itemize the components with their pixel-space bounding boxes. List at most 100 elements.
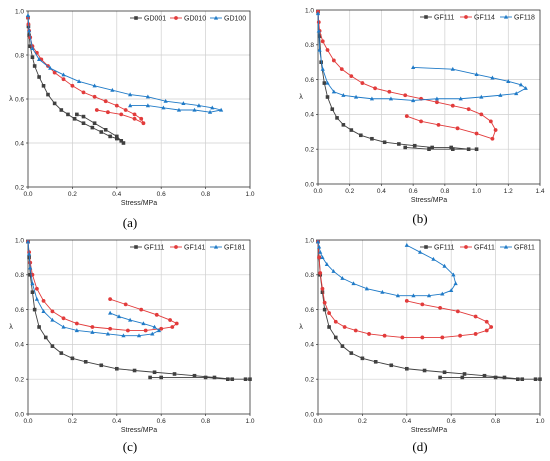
data-point [482, 373, 487, 378]
data-point [382, 333, 387, 338]
y-tick-label: 1.0 [15, 8, 24, 15]
data-point [25, 13, 31, 17]
data-point [373, 360, 378, 364]
data-point [320, 286, 325, 291]
data-point [450, 66, 455, 71]
series-line [317, 241, 492, 338]
data-point [141, 321, 146, 326]
data-point [360, 356, 365, 361]
data-point [59, 108, 64, 112]
data-point [373, 86, 377, 91]
y-tick-label: 0.2 [15, 184, 24, 191]
data-point [474, 131, 479, 136]
y-tick-label: 0.2 [305, 377, 314, 384]
data-point [28, 44, 33, 48]
series-GD100 [25, 13, 224, 114]
data-point [128, 103, 133, 108]
data-point [83, 360, 88, 364]
data-point [484, 328, 489, 333]
data-point [493, 128, 498, 132]
data-point [92, 121, 97, 125]
data-point [41, 309, 46, 313]
x-tick-label: 0.0 [313, 418, 322, 425]
y-tick-label: 0.2 [15, 377, 24, 384]
data-point [333, 335, 338, 340]
data-point [119, 112, 124, 117]
chart-panel-a: 0.0 0.2 0.4 0.6 0.8 1.00.20.40.60.81.0Stress/… [9, 8, 255, 230]
series-GD001 [26, 15, 126, 145]
series-line [27, 241, 250, 380]
data-point [210, 105, 215, 110]
y-tick-label: 0.6 [15, 96, 24, 103]
x-tick-label: 0.4 [402, 418, 411, 425]
series-GF111 [26, 239, 252, 381]
data-point [349, 128, 354, 132]
data-point [32, 307, 37, 312]
x-tick-label: 0.0 [23, 191, 32, 198]
data-point [331, 269, 336, 273]
data-point [139, 116, 144, 121]
data-point [32, 64, 37, 68]
legend-label: GF411 [474, 244, 495, 251]
data-point [92, 83, 97, 88]
data-point [440, 335, 445, 340]
data-point [419, 119, 423, 124]
legend-marker [424, 245, 428, 249]
series-GF181 [25, 239, 162, 338]
data-point [462, 372, 467, 376]
data-point [163, 98, 168, 103]
data-point [325, 48, 330, 52]
legend-marker [503, 14, 509, 19]
data-point [46, 92, 50, 97]
data-point [141, 121, 146, 126]
y-tick-label: 0.0 [15, 411, 24, 418]
y-tick-label: 0.6 [305, 307, 314, 314]
data-point [108, 134, 112, 139]
series-GF111 [316, 9, 479, 151]
data-point [369, 96, 375, 101]
panel-label: (c) [123, 439, 137, 454]
data-point [322, 307, 327, 312]
data-point [108, 297, 113, 302]
data-point [340, 344, 345, 348]
series-GD010 [26, 15, 146, 126]
data-point [484, 319, 489, 324]
data-point [395, 293, 401, 298]
data-point [81, 114, 86, 119]
data-point [411, 98, 416, 103]
data-point [518, 82, 524, 87]
data-point [150, 331, 155, 336]
data-point [172, 372, 177, 376]
data-point [474, 72, 479, 76]
data-point [388, 96, 394, 101]
data-point [50, 344, 55, 348]
legend-label: GF111 [144, 244, 164, 251]
data-point [70, 356, 75, 361]
data-point [331, 89, 336, 94]
data-point [30, 55, 35, 59]
data-point [61, 316, 66, 321]
series-line [317, 13, 527, 101]
data-point [123, 108, 128, 112]
data-point [103, 99, 108, 104]
data-point [154, 312, 159, 317]
legend-marker [464, 15, 468, 19]
data-point [317, 255, 322, 260]
data-point [466, 147, 471, 151]
data-point [420, 302, 425, 307]
data-point [152, 370, 157, 375]
chart-panel-d: 0.0 0.2 0.4 0.6 0.8 1.0 0.0 0.2 0.4 0.6 0.8 1.0 Stre… [299, 237, 545, 454]
y-tick-label: 1.0 [305, 7, 314, 14]
data-point [99, 130, 104, 134]
data-point [422, 368, 427, 373]
data-point [430, 145, 434, 150]
data-point [30, 290, 35, 294]
data-point [52, 101, 57, 106]
data-point [405, 366, 409, 371]
legend-marker [424, 15, 428, 19]
data-point [397, 142, 401, 146]
data-point [335, 116, 339, 120]
data-point [359, 133, 363, 138]
data-point [403, 145, 408, 150]
